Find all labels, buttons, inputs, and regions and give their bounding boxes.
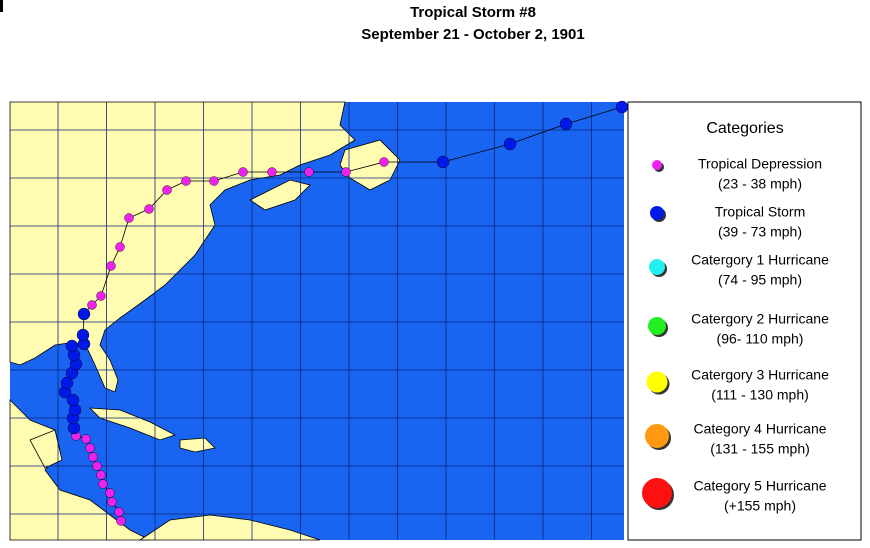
track-point — [559, 117, 573, 131]
legend-marker — [649, 259, 665, 275]
legend-range: (96- 110 mph) — [717, 331, 804, 347]
legend-marker — [645, 424, 669, 448]
track-point — [114, 507, 124, 517]
corner-mark — [0, 0, 3, 12]
cuba — [88, 407, 177, 441]
yucatan — [29, 429, 63, 469]
legend-range: (74 - 95 mph) — [718, 272, 802, 288]
legend-range: (+155 mph) — [724, 498, 796, 514]
legend-range: (131 - 155 mph) — [710, 441, 810, 457]
track-point — [267, 167, 277, 177]
track-point — [60, 376, 74, 390]
legend-marker — [642, 478, 672, 508]
legend-label: Catergory 3 Hurricane — [691, 367, 829, 383]
legend-label: Tropical Storm — [715, 204, 806, 220]
track-point — [162, 185, 172, 195]
track-point — [181, 176, 191, 186]
legend-title: Categories — [706, 120, 783, 137]
track-point — [615, 100, 629, 114]
track-point — [66, 393, 80, 407]
track-point — [436, 155, 450, 169]
legend-label: Catergory 2 Hurricane — [691, 311, 829, 327]
legend-range: (23 - 38 mph) — [718, 176, 802, 192]
legend-range: (39 - 73 mph) — [718, 224, 802, 240]
subtitle: September 21 - October 2, 1901 — [361, 26, 584, 43]
storm-track — [58, 100, 629, 526]
track-point — [379, 157, 389, 167]
legend-label: Tropical Depression — [698, 156, 822, 172]
track-point — [124, 213, 134, 223]
legend-label: Category 5 Hurricane — [693, 478, 826, 494]
legend-marker — [650, 206, 664, 220]
title: Tropical Storm #8 — [410, 4, 536, 21]
track-point — [105, 488, 115, 498]
track-point — [238, 167, 248, 177]
track-point — [106, 261, 116, 271]
track-point — [304, 167, 314, 177]
track-point — [65, 339, 79, 353]
legend-marker — [648, 317, 666, 335]
track-point — [96, 470, 106, 480]
track-point — [77, 307, 91, 321]
legend-marker — [646, 371, 668, 393]
map-area — [9, 101, 624, 541]
track-point — [85, 443, 95, 453]
legend-label: Catergory 1 Hurricane — [691, 252, 829, 268]
hispaniola — [179, 437, 216, 453]
track-point — [209, 176, 219, 186]
track-point — [92, 461, 102, 471]
track-point — [88, 452, 98, 462]
track-point — [87, 300, 97, 310]
track-point — [341, 167, 351, 177]
track-point — [503, 137, 517, 151]
south-america — [138, 514, 321, 541]
nova-scotia — [249, 179, 311, 211]
track-point — [107, 497, 117, 507]
legend-label: Category 4 Hurricane — [693, 421, 826, 437]
legend-box — [627, 101, 862, 541]
track-point — [81, 434, 91, 444]
track-point — [144, 204, 154, 214]
track-point — [116, 516, 126, 526]
newfoundland — [339, 139, 401, 191]
track-point — [98, 479, 108, 489]
legend-range: (111 - 130 mph) — [711, 387, 809, 403]
track-point — [76, 328, 90, 342]
track-point — [96, 291, 106, 301]
legend-marker — [652, 160, 662, 170]
track-point — [115, 242, 125, 252]
